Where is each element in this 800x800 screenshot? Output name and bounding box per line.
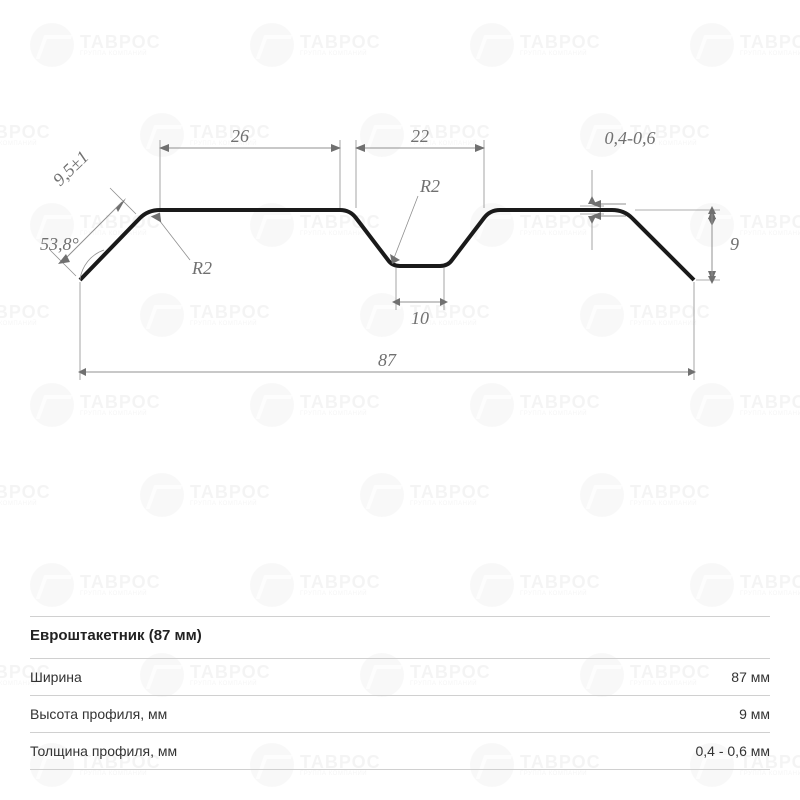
watermark: ТАВРОСГРУППА КОМПАНИЙ [360, 470, 480, 520]
watermark: ТАВРОСГРУППА КОМПАНИЙ [0, 290, 40, 340]
profile-diagram: 26 22 0,4-0,6 9 10 8 [40, 120, 760, 400]
spec-label: Высота профиля, мм [30, 706, 167, 722]
dim-groove-top: 22 [411, 126, 429, 146]
dim-angle: 53,8° [40, 234, 79, 254]
dim-left-flat: 26 [231, 126, 249, 146]
dim-height: 9 [730, 234, 739, 254]
watermark: ТАВРОСГРУППА КОМПАНИЙ [30, 20, 150, 70]
profile-path [80, 210, 694, 280]
spec-title: Евроштакетник (87 мм) [30, 616, 770, 658]
dim-edge-offset: 9,5±1 [49, 147, 93, 190]
watermark: ТАВРОСГРУППА КОМПАНИЙ [580, 470, 700, 520]
spec-label: Ширина [30, 669, 82, 685]
watermark: ТАВРОСГРУППА КОМПАНИЙ [470, 20, 590, 70]
spec-row: Толщина профиля, мм 0,4 - 0,6 мм [30, 732, 770, 770]
watermark: ТАВРОСГРУППА КОМПАНИЙ [250, 20, 370, 70]
watermark: ТАВРОСГРУППА КОМПАНИЙ [250, 560, 370, 610]
spec-row: Ширина 87 мм [30, 658, 770, 695]
profile-svg: 26 22 0,4-0,6 9 10 8 [40, 120, 760, 400]
dim-r2-center: R2 [419, 176, 440, 196]
watermark: ТАВРОСГРУППА КОМПАНИЙ [690, 20, 800, 70]
watermark: ТАВРОСГРУППА КОМПАНИЙ [470, 560, 590, 610]
dim-overall: 87 [378, 350, 397, 370]
watermark: ТАВРОСГРУППА КОМПАНИЙ [0, 110, 40, 160]
watermark: ТАВРОСГРУППА КОМПАНИЙ [30, 560, 150, 610]
watermark: ТАВРОСГРУППА КОМПАНИЙ [690, 560, 800, 610]
spec-label: Толщина профиля, мм [30, 743, 177, 759]
spec-value: 0,4 - 0,6 мм [695, 743, 770, 759]
watermark: ТАВРОСГРУППА КОМПАНИЙ [0, 470, 40, 520]
dim-r2-left: R2 [191, 258, 212, 278]
spec-value: 9 мм [739, 706, 770, 722]
dim-thickness: 0,4-0,6 [605, 128, 656, 148]
spec-value: 87 мм [731, 669, 770, 685]
spec-row: Высота профиля, мм 9 мм [30, 695, 770, 732]
dim-groove-bottom: 10 [411, 308, 429, 328]
watermark: ТАВРОСГРУППА КОМПАНИЙ [140, 470, 260, 520]
spec-section: Евроштакетник (87 мм) Ширина 87 мм Высота … [30, 616, 770, 770]
